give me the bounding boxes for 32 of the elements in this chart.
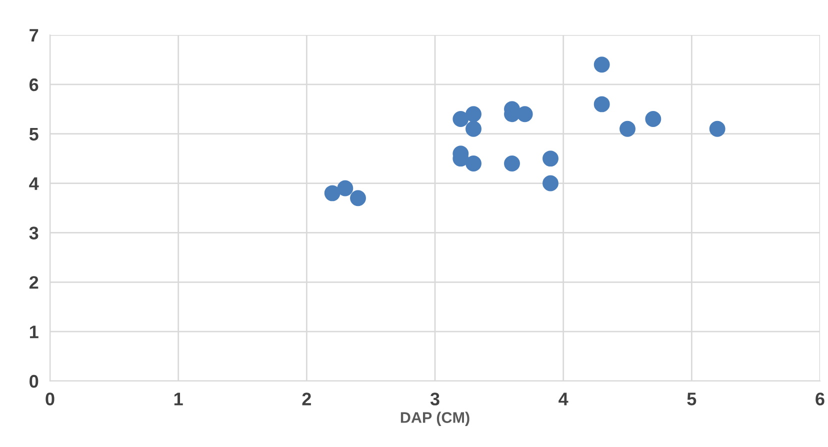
point [350,190,366,206]
point [466,120,482,137]
point [466,156,482,172]
x-tick-label: 4 [558,392,568,406]
y-tick-label: 2 [29,276,38,289]
point [594,96,610,112]
point [645,111,662,128]
point [542,175,558,192]
x-tick-label: 5 [687,392,696,406]
x-tick-label: 0 [46,392,54,406]
y-tick-label: 1 [30,326,38,338]
y-tick-label: 3 [29,226,38,240]
point [620,120,636,137]
point [337,180,354,196]
x-tick-label: 3 [430,392,440,406]
y-tick-label: 0 [30,374,38,388]
point [504,156,520,172]
x-tick-label: 2 [302,392,311,406]
y-tick-label: 6 [30,78,38,92]
y-tick-label: 7 [30,29,38,42]
y-tick-label: 5 [29,128,38,141]
x-tick-label: 1 [174,392,183,406]
point [542,150,558,167]
x-tick-label: 6 [816,392,824,406]
point [452,111,469,128]
y-tick-label: 4 [29,177,39,190]
point [324,185,340,202]
point [466,106,482,122]
point [516,106,533,122]
point [594,56,610,73]
point [709,120,726,137]
x-axis-title: DAP (CM) [400,412,470,426]
